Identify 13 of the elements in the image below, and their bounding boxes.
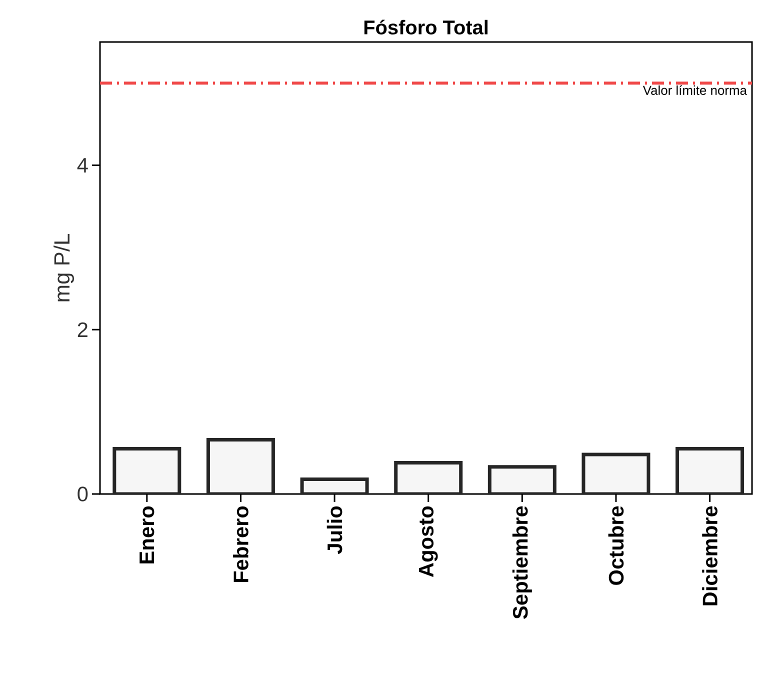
x-tick-label: Enero [140, 506, 154, 564]
x-tick-label: Febrero [233, 506, 248, 582]
y-tick-label: 2 [78, 322, 88, 337]
x-tick-label: Agosto [418, 506, 438, 578]
x-tick-label: Septiembre [512, 506, 532, 619]
y-axis-title: mg P/L [54, 234, 74, 302]
y-tick-label: 0 [78, 486, 88, 502]
x-tick-label: Diciembre [702, 506, 718, 606]
chart-title: Fósforo Total [364, 20, 488, 34]
ref-line-label: Valor límite norma [642, 85, 747, 95]
y-tick-label: 4 [77, 158, 88, 172]
x-tick-label: Octubre [608, 506, 624, 585]
x-tick-label: Julio [326, 506, 342, 554]
